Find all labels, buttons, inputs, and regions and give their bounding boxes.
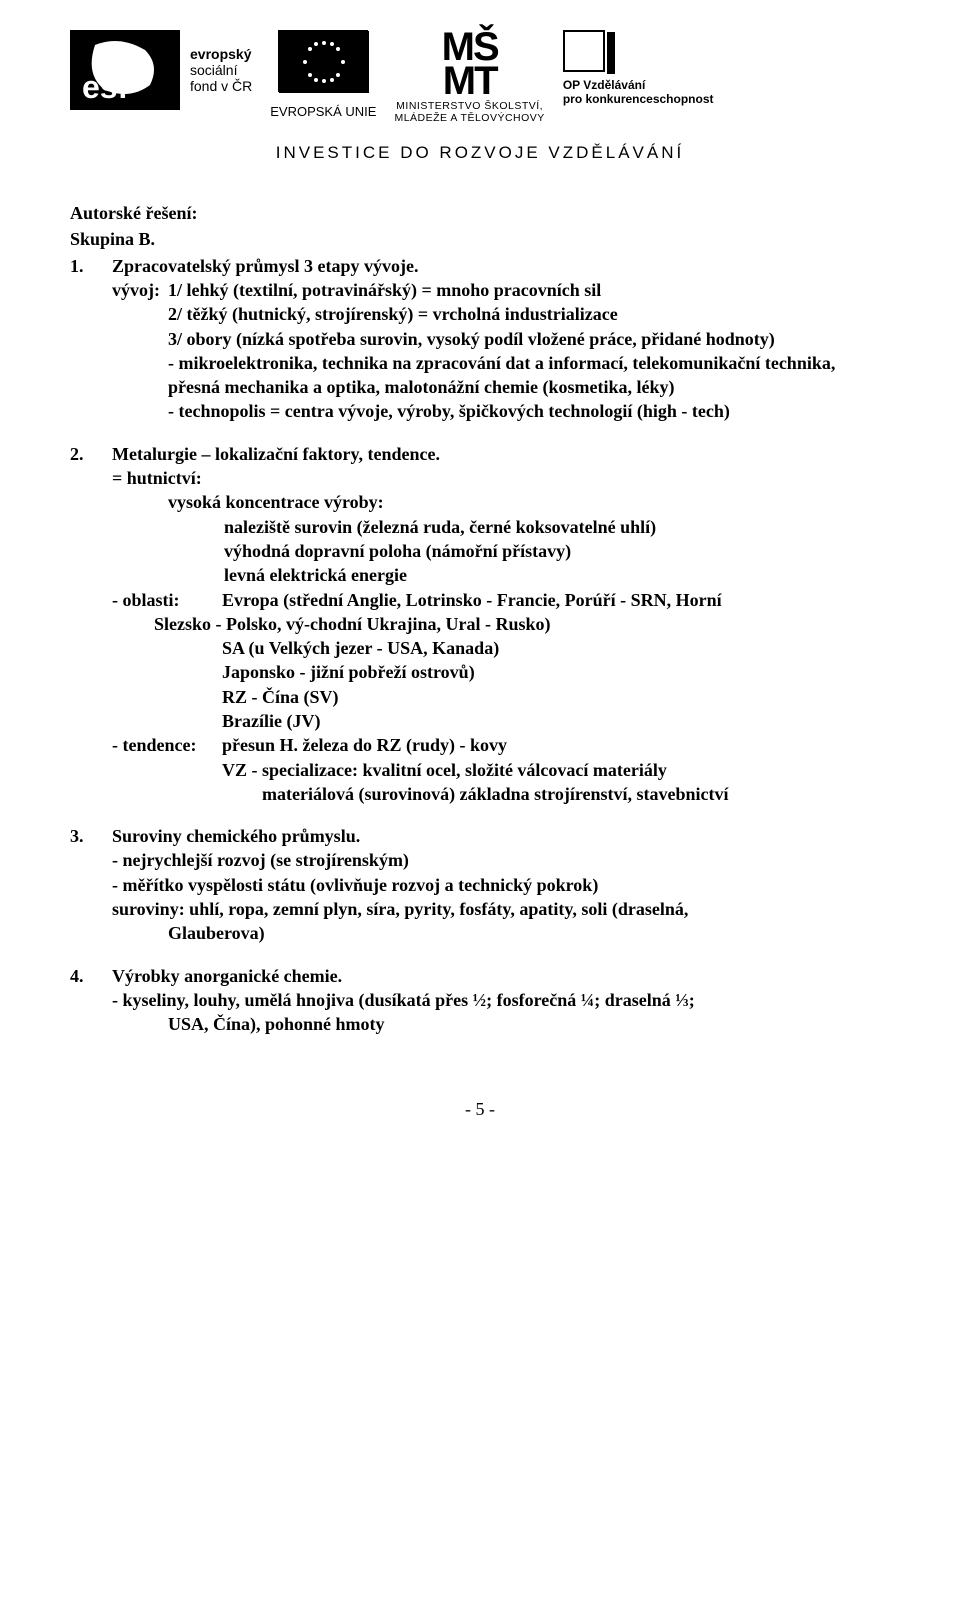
q3-line1: - nejrychlejší rozvoj (se strojírenským): [112, 848, 890, 872]
q3-line2: - měřítko vyspělosti státu (ovlivňuje ro…: [112, 873, 890, 897]
q1-number: 1.: [70, 254, 112, 278]
op-icon: [563, 30, 605, 72]
eu-logo-block: EVROPSKÁ UNIE: [270, 30, 376, 121]
q2-oblasti-label: - oblasti:: [112, 588, 222, 612]
msmt-icon: MŠMT: [394, 30, 544, 98]
q1-line2: 2/ těžký (hutnický, strojírenský) = vrch…: [168, 302, 890, 326]
q2-vk2: výhodná dopravní poloha (námořní přístav…: [224, 539, 890, 563]
question-1: 1. Zpracovatelský průmysl 3 etapy vývoje…: [70, 254, 890, 278]
q2-obl5: Brazílie (JV): [222, 709, 890, 733]
q2-tend1: přesun H. železa do RZ (rudy) - kovy: [222, 733, 890, 757]
esf-label: evropský sociální fond v ČR: [190, 46, 252, 94]
msmt-line1: MINISTERSTVO ŠKOLSTVÍ,: [396, 100, 543, 112]
q4-line1b: USA, Čína), pohonné hmoty: [168, 1012, 890, 1036]
esf-icon: esf: [70, 30, 180, 110]
q3-line3: suroviny: uhlí, ropa, zemní plyn, síra, …: [112, 897, 890, 921]
q2-obl2: SA (u Velkých jezer - USA, Kanada): [222, 636, 890, 660]
q1-title: Zpracovatelský průmysl 3 etapy vývoje.: [112, 254, 890, 278]
q2-vk1: naleziště surovin (železná ruda, černé k…: [224, 515, 890, 539]
q1-line3: 3/ obory (nízká spotřeba surovin, vysoký…: [168, 327, 890, 351]
op-line1: OP Vzdělávání: [563, 78, 645, 92]
q2-obl3: Japonsko - jižní pobřeží ostrovů): [222, 660, 890, 684]
q2-tend2: VZ - specializace: kvalitní ocel, složit…: [222, 758, 890, 782]
q1-line4: - mikroelektronika, technika na zpracová…: [168, 351, 890, 400]
question-2: 2. Metalurgie – lokalizační faktory, ten…: [70, 442, 890, 466]
esf-logo-block: esf evropský sociální fond v ČR: [70, 30, 252, 110]
esf-line1: evropský: [190, 46, 251, 62]
q2-tendence-label: - tendence:: [112, 733, 222, 757]
q2-vk-head: vysoká koncentrace výroby:: [168, 490, 890, 514]
q2-number: 2.: [70, 442, 112, 466]
q4-number: 4.: [70, 964, 112, 988]
question-4: 4. Výrobky anorganické chemie.: [70, 964, 890, 988]
esf-line3: fond v ČR: [190, 78, 252, 94]
q3-line3b: Glauberova): [168, 921, 890, 945]
q1-line1: 1/ lehký (textilní, potravinářský) = mno…: [168, 278, 890, 302]
q3-number: 3.: [70, 824, 112, 848]
q3-body: - nejrychlejší rozvoj (se strojírenským)…: [112, 848, 890, 945]
q2-tend3: materiálová (surovinová) základna strojí…: [262, 782, 890, 806]
esf-line2: sociální: [190, 62, 237, 78]
solution-heading: Autorské řešení:: [70, 201, 890, 225]
page-number: - 5 -: [70, 1097, 890, 1121]
q4-line1: - kyseliny, louhy, umělá hnojiva (dusíka…: [112, 988, 890, 1012]
op-line2: pro konkurenceschopnost: [563, 92, 714, 106]
q2-title: Metalurgie – lokalizační faktory, tenden…: [112, 442, 890, 466]
msmt-line2: MLÁDEŽE A TĚLOVÝCHOVY: [394, 112, 544, 124]
op-logo-block: OP Vzdělávání pro konkurenceschopnost: [563, 30, 714, 107]
msmt-logo-block: MŠMT MINISTERSTVO ŠKOLSTVÍ, MLÁDEŽE A TĚ…: [394, 30, 544, 124]
q1-vyvoj-label: vývoj:: [112, 278, 168, 302]
q4-title: Výrobky anorganické chemie.: [112, 964, 890, 988]
q2-obl1: Evropa (střední Anglie, Lotrinsko - Fran…: [222, 588, 890, 612]
q2-body: = hutnictví: vysoká koncentrace výroby: …: [112, 466, 890, 806]
investice-heading: INVESTICE DO ROZVOJE VZDĚLÁVÁNÍ: [70, 142, 890, 165]
q1-body: vývoj: 1/ lehký (textilní, potravinářský…: [112, 278, 890, 424]
eu-label: EVROPSKÁ UNIE: [270, 103, 376, 121]
q2-hutnictvi: = hutnictví:: [112, 466, 890, 490]
q2-vk3: levná elektrická energie: [224, 563, 890, 587]
q2-obl4: RZ - Čína (SV): [222, 685, 890, 709]
group-heading: Skupina B.: [70, 227, 890, 251]
q2-obl1b: Slezsko - Polsko, vý-chodní Ukrajina, Ur…: [154, 612, 890, 636]
question-3: 3. Suroviny chemického průmyslu.: [70, 824, 890, 848]
header-logo-row: esf evropský sociální fond v ČR EVROPSK: [70, 30, 890, 124]
eu-flag-icon: [278, 30, 368, 92]
q3-title: Suroviny chemického průmyslu.: [112, 824, 890, 848]
q1-line5: - technopolis = centra vývoje, výroby, š…: [168, 399, 890, 423]
svg-text:esf: esf: [82, 69, 129, 105]
q4-body: - kyseliny, louhy, umělá hnojiva (dusíka…: [112, 988, 890, 1037]
